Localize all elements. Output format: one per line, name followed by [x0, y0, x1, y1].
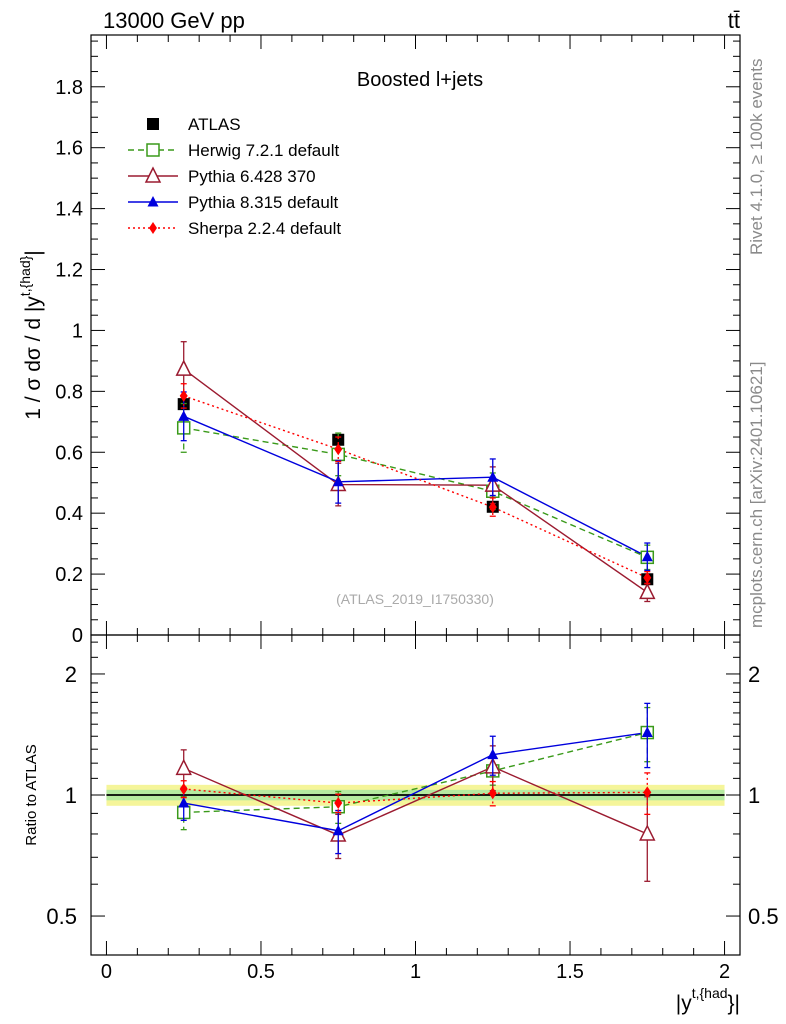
lower-y-tick-label: 1 [65, 783, 77, 808]
upper-data-point [641, 550, 653, 562]
x-axis-label: |yt,{had}| [676, 985, 740, 1015]
upper-y-tick-label: 1 [72, 320, 83, 342]
legend-marker [147, 196, 159, 207]
energy-label: 13000 GeV pp [103, 8, 245, 33]
upper-series-line [183, 415, 648, 558]
legend: ATLAS Herwig 7.2.1 default Pythia 6.428 37… [128, 115, 341, 238]
upper-series-line [183, 427, 648, 558]
legend-marker [144, 166, 162, 183]
upper-y-tick-label: 1.8 [55, 77, 83, 99]
upper-data-point [639, 582, 656, 600]
upper-data-point [178, 410, 190, 421]
upper-data-point [332, 475, 344, 487]
lower-data-point [332, 824, 344, 836]
lower-y-tick-label: 0.5 [46, 904, 77, 929]
x-tick-label: 1.5 [556, 961, 584, 983]
upper-y-tick-label: 0.6 [55, 442, 83, 464]
chart-title: Boosted l+jets [357, 69, 483, 91]
legend-marker [147, 118, 159, 130]
lower-y-tick-label-right: 1 [748, 783, 760, 808]
upper-axes: 0 0.2 0.4 0.6 0.8 1 1.2 1.4 1.6 1.8 [55, 35, 740, 647]
lower-y-tick-label-right: 2 [748, 662, 760, 687]
upper-data-point [488, 501, 497, 514]
lower-data-point [643, 786, 652, 799]
legend-entry-label: Herwig 7.2.1 default [188, 141, 339, 160]
legend-entry-label: ATLAS [188, 115, 241, 134]
upper-data-point [175, 359, 192, 376]
upper-data-point [179, 389, 188, 402]
lower-series-markers [175, 702, 656, 882]
lower-y-tick-label-right: 0.5 [748, 904, 779, 929]
upper-series-lines [183, 368, 648, 593]
legend-marker [149, 222, 157, 234]
lower-panel: 0.5 0.5 1 1 2 2 0 0.5 1 1.5 2 Ratio to ATLAS |yt,{… [23, 634, 779, 1015]
lower-data-point [488, 787, 497, 800]
legend-entry-label: Pythia 6.428 370 [188, 167, 316, 186]
legend-marker [146, 143, 160, 157]
lower-data-point [178, 797, 190, 808]
lower-y-axis-label: Ratio to ATLAS [23, 744, 40, 845]
legend-entry-label: Sherpa 2.2.4 default [188, 219, 341, 238]
x-tick-label: 0 [101, 961, 112, 983]
lower-data-point [334, 797, 343, 810]
upper-y-tick-label: 0.4 [55, 503, 83, 525]
process-label: tt̄ [728, 8, 740, 33]
lower-data-point [175, 758, 192, 776]
x-tick-label: 2 [719, 961, 730, 983]
upper-y-tick-label: 1.6 [55, 138, 83, 160]
upper-y-tick-label: 0 [72, 625, 83, 647]
upper-data-point [643, 571, 652, 584]
upper-data-point [334, 443, 343, 456]
lower-series-line [183, 766, 648, 836]
legend-entry-label: Pythia 8.315 default [188, 193, 339, 212]
lower-series-line [183, 731, 648, 814]
upper-y-tick-label: 0.8 [55, 381, 83, 403]
upper-series-line [183, 395, 648, 579]
lower-data-point [639, 824, 656, 841]
upper-y-tick-label: 1.4 [55, 199, 83, 221]
upper-y-axis-label: 1 / σ dσ / d |yt,{had}| [17, 250, 45, 420]
x-tick-label: 0.5 [247, 961, 275, 983]
upper-y-tick-label: 0.2 [55, 564, 83, 586]
upper-series-markers [175, 341, 656, 603]
lower-data-point [487, 748, 499, 760]
upper-y-tick-label: 1.2 [55, 260, 83, 282]
rivet-label: Rivet 4.1.0, ≥ 100k events [747, 59, 766, 255]
reference-uncertainty-band [106, 784, 725, 806]
lower-data-point [641, 726, 653, 738]
upper-series-line [183, 368, 648, 593]
lower-axes: 0.5 0.5 1 1 2 2 0 0.5 1 1.5 2 [46, 635, 779, 983]
mcplots-label: mcplots.cern.ch [arXiv:2401.10621] [747, 362, 766, 628]
lower-data-point [179, 782, 188, 795]
upper-panel: 0 0.2 0.4 0.6 0.8 1 1.2 1.4 1.6 1.8 Boosted l+jet… [17, 34, 741, 647]
lower-y-tick-label: 2 [65, 662, 77, 687]
lower-series-lines [183, 731, 648, 836]
analysis-tag: (ATLAS_2019_I1750330) [336, 591, 494, 607]
upper-data-point [487, 471, 499, 482]
lower-series-line [183, 731, 648, 832]
x-tick-label: 1 [410, 961, 421, 983]
